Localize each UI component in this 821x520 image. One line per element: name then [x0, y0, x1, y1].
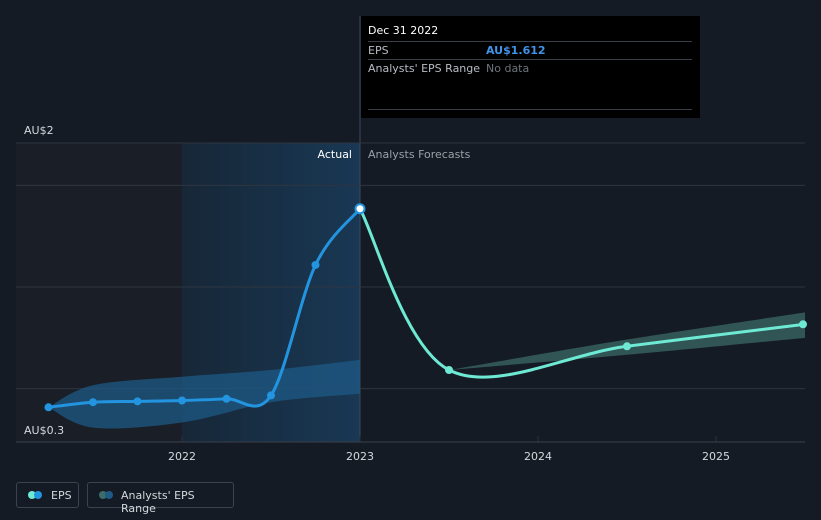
x-tick-label-2022: 2022	[168, 450, 196, 463]
actual-point-1	[89, 398, 97, 407]
tooltip-row-eps: EPS AU$1.612	[368, 41, 692, 60]
legend-eps-label: EPS	[51, 489, 72, 502]
legend-eps-actual-dot	[34, 491, 42, 499]
tooltip-range-label: Analysts' EPS Range	[368, 62, 481, 75]
x-tick-label-2023: 2023	[346, 450, 374, 463]
x-tick-label-2025: 2025	[702, 450, 730, 463]
tooltip-row-range: Analysts' EPS Range No data	[368, 59, 692, 78]
actual-label: Actual	[318, 148, 352, 161]
tooltip-eps-label: EPS	[368, 44, 389, 57]
tooltip-date: Dec 31 2022	[368, 24, 439, 37]
tooltip: Dec 31 2022 EPS AU$1.612 Analysts' EPS R…	[361, 16, 700, 118]
legend-range-forecast-dot	[99, 491, 107, 499]
tooltip-eps-value: AU$1.612	[486, 44, 546, 57]
legend-eps-button[interactable]: EPS	[16, 482, 79, 508]
actual-point-2	[133, 397, 142, 406]
actual-point-0	[44, 403, 53, 412]
actual-point-4	[222, 394, 231, 403]
series-line-0	[47, 207, 362, 409]
legend-range-actual-dot	[105, 491, 113, 499]
legend-range-label: Analysts' EPS Range	[121, 489, 195, 515]
series-line-1	[358, 207, 807, 379]
y-tick-label-min: AU$0.3	[24, 424, 64, 437]
actual-point-7	[354, 203, 366, 215]
actual-point-3	[178, 396, 186, 405]
range-band-1	[449, 312, 805, 371]
tooltip-divider	[368, 109, 692, 110]
forecast-point-2	[623, 342, 631, 351]
x-tick-label-2024: 2024	[524, 450, 552, 463]
legend-range-button[interactable]: Analysts' EPS Range	[87, 482, 234, 515]
actual-point-5	[267, 391, 275, 400]
y-tick-label-max: AU$2	[24, 124, 54, 137]
range-band-0	[48, 359, 360, 429]
forecast-point-1	[445, 366, 453, 375]
forecast-label: Analysts Forecasts	[368, 148, 471, 161]
forecast-point-3	[799, 320, 807, 329]
legend-eps-forecast-dot	[28, 491, 36, 499]
actual-point-6	[311, 260, 320, 269]
tooltip-range-value: No data	[486, 62, 530, 75]
